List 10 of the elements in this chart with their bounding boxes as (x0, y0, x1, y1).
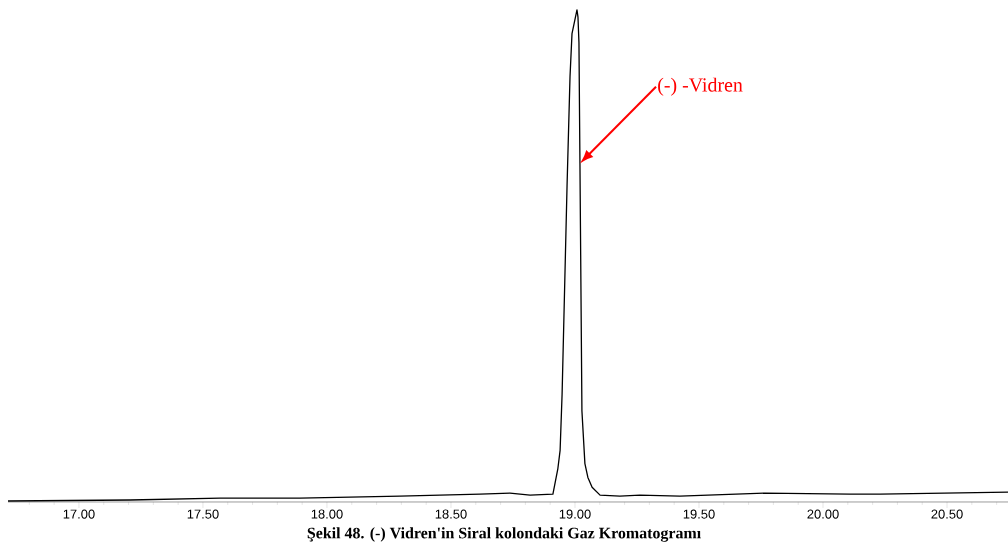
x-tick-label: 19.00 (559, 509, 591, 519)
x-tick-label: 20.50 (931, 509, 963, 519)
x-tick-label: 19.50 (683, 509, 715, 519)
annotation: (-) -Vidren (658, 77, 743, 96)
x-tick-label: 17.50 (187, 509, 219, 519)
x-tick-label: 20.00 (807, 509, 839, 519)
x-tick-label: 18.00 (311, 509, 343, 519)
x-tick-label: 18.50 (435, 509, 467, 519)
text: Şekil 48. (-) Vidren'in Siral kolondaki Gaz Kromatogramı (307, 527, 701, 542)
x-tick-label: 17.00 (63, 509, 95, 519)
